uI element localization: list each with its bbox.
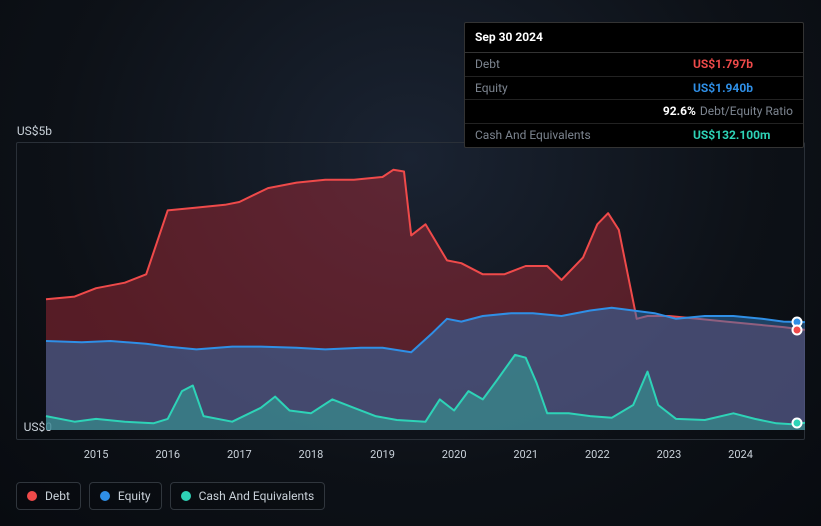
x-tick: 2019 — [370, 448, 395, 461]
x-tick: 2016 — [155, 448, 180, 461]
tooltip-row-label — [475, 103, 663, 120]
end-marker — [792, 324, 803, 335]
legend-item[interactable]: Equity — [89, 482, 162, 510]
legend: Debt Equity Cash And Equivalents — [16, 482, 325, 510]
x-tick: 2015 — [84, 448, 109, 461]
tooltip-row: DebtUS$1.797b — [465, 53, 803, 77]
x-tick: 2018 — [299, 448, 324, 461]
tooltip-row-value: US$1.940b — [693, 80, 793, 97]
tooltip-row: Cash And EquivalentsUS$132.100m — [465, 124, 803, 147]
tooltip-rows: DebtUS$1.797bEquityUS$1.940b92.6%Debt/Eq… — [465, 53, 803, 147]
tooltip-row-value: US$132.100m — [693, 127, 793, 144]
legend-item[interactable]: Debt — [16, 482, 81, 510]
tooltip-row-label: Debt — [475, 56, 693, 73]
tooltip-row-label: Equity — [475, 80, 693, 97]
chart-tooltip: Sep 30 2024 DebtUS$1.797bEquityUS$1.940b… — [464, 22, 804, 148]
tooltip-row: 92.6%Debt/Equity Ratio — [465, 100, 803, 124]
tooltip-row-extra: Debt/Equity Ratio — [700, 104, 793, 118]
x-tick: 2017 — [227, 448, 252, 461]
legend-label: Equity — [118, 489, 151, 503]
chart-area[interactable] — [16, 142, 805, 440]
x-tick: 2024 — [728, 448, 753, 461]
x-axis: 2015 2016 2017 2018 2019 2020 2021 2022 2023 2024 — [16, 448, 805, 468]
tooltip-date: Sep 30 2024 — [465, 23, 803, 53]
tooltip-row-value: 92.6%Debt/Equity Ratio — [663, 103, 793, 120]
y-axis-max-label: US$5b — [17, 124, 52, 138]
end-marker — [792, 417, 803, 428]
legend-item[interactable]: Cash And Equivalents — [170, 482, 326, 510]
end-markers — [785, 142, 805, 440]
x-tick: 2022 — [585, 448, 610, 461]
legend-dot-icon — [181, 491, 191, 501]
legend-label: Debt — [45, 489, 70, 503]
legend-dot-icon — [27, 491, 37, 501]
x-tick: 2023 — [657, 448, 682, 461]
x-tick: 2020 — [442, 448, 467, 461]
tooltip-row-label: Cash And Equivalents — [475, 127, 693, 144]
legend-dot-icon — [100, 491, 110, 501]
legend-label: Cash And Equivalents — [199, 489, 315, 503]
x-tick: 2021 — [513, 448, 538, 461]
tooltip-row: EquityUS$1.940b — [465, 77, 803, 101]
tooltip-row-value: US$1.797b — [693, 56, 793, 73]
chart-svg — [16, 142, 805, 440]
